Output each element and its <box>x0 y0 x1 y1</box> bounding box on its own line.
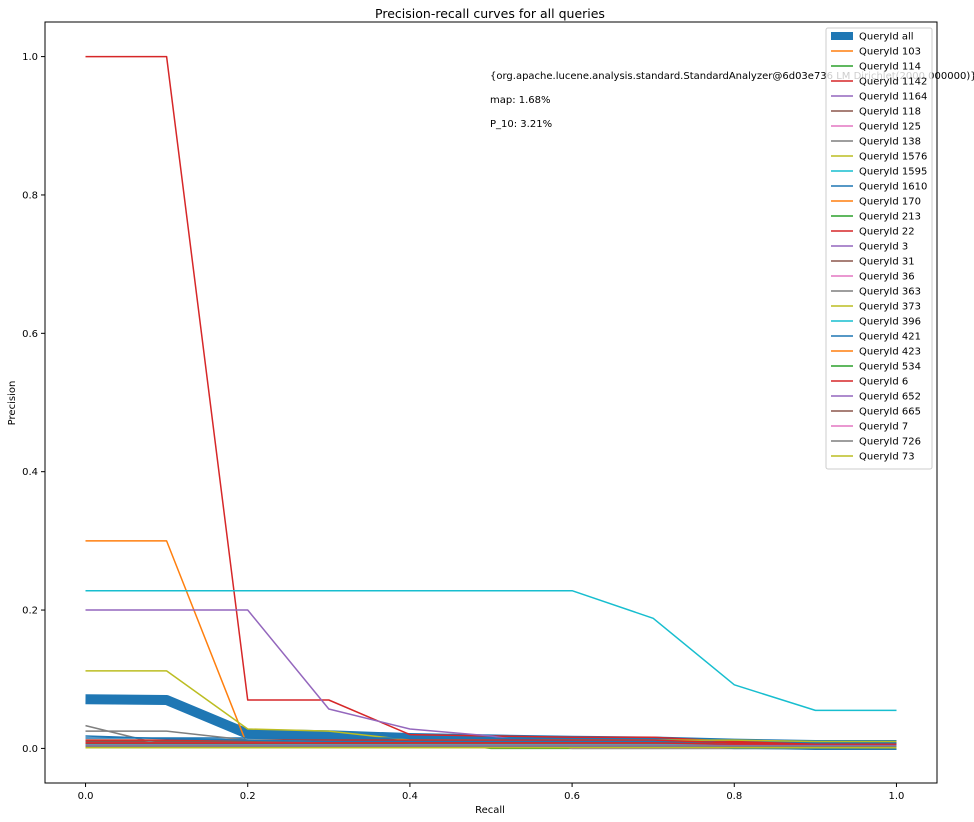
legend-label: QueryId 1164 <box>859 92 927 103</box>
legend-label: QueryId 114 <box>859 62 921 73</box>
legend-label: QueryId 138 <box>859 137 921 148</box>
legend-label: QueryId 22 <box>859 227 915 238</box>
legend-label: QueryId 118 <box>859 107 921 118</box>
series-lines <box>85 55 897 750</box>
annotation-map: map: 1.68% <box>490 95 551 106</box>
legend-label: QueryId 421 <box>859 332 921 343</box>
legend-label: QueryId 1142 <box>859 77 927 88</box>
x-tick-label: 0.6 <box>564 791 580 802</box>
legend-label: QueryId 1595 <box>859 167 927 178</box>
legend-label: QueryId 1576 <box>859 152 927 163</box>
chart-title: Precision-recall curves for all queries <box>375 6 605 21</box>
y-tick-label: 0.0 <box>22 744 38 755</box>
y-tick-label: 0.2 <box>22 606 38 617</box>
legend-label: QueryId 170 <box>859 197 921 208</box>
legend-label: QueryId 213 <box>859 212 921 223</box>
legend-label: QueryId 7 <box>859 422 908 433</box>
series-line-queryid-6 <box>85 742 897 746</box>
legend-label: QueryId 423 <box>859 347 921 358</box>
x-tick-label: 1.0 <box>889 791 905 802</box>
legend-label: QueryId 6 <box>859 377 908 388</box>
legend: QueryId all QueryId 103 QueryId 114 QueryId… <box>825 27 933 470</box>
legend-label: QueryId 125 <box>859 122 921 133</box>
legend-label: QueryId 103 <box>859 47 921 58</box>
legend-label: QueryId 31 <box>859 257 915 268</box>
legend-label: QueryId 36 <box>859 272 915 283</box>
legend-label: QueryId 3 <box>859 242 908 253</box>
legend-label: QueryId 652 <box>859 392 921 403</box>
legend-label: QueryId 665 <box>859 407 921 418</box>
legend-label: QueryId 373 <box>859 302 921 313</box>
x-tick-label: 0.2 <box>240 791 256 802</box>
y-axis-label: Precision <box>7 381 18 426</box>
axis-ticks: 0.0 0.2 0.4 0.6 0.8 1.0 0.0 0.2 0.4 0.6 0.8 1.0 <box>22 52 904 802</box>
x-tick-label: 0.8 <box>726 791 742 802</box>
legend-label: QueryId 534 <box>859 362 921 373</box>
y-tick-label: 1.0 <box>22 52 38 63</box>
series-line-queryid-1595 <box>85 589 897 712</box>
legend-label: QueryId 73 <box>859 452 915 463</box>
legend-label: QueryId 363 <box>859 287 921 298</box>
plot-frame <box>44 21 938 784</box>
y-tick-label: 0.6 <box>22 329 38 340</box>
y-tick-label: 0.8 <box>22 190 38 201</box>
y-tick-label: 0.4 <box>22 467 38 478</box>
x-axis-label: Recall <box>475 805 505 816</box>
annotation-analyzer: {org.apache.lucene.analysis.standard.Sta… <box>490 71 974 82</box>
x-tick-label: 0.0 <box>78 791 94 802</box>
legend-label: QueryId 1610 <box>859 182 927 193</box>
annotations: {org.apache.lucene.analysis.standard.Sta… <box>490 71 974 130</box>
annotation-p10: P_10: 3.21% <box>490 119 552 130</box>
legend-label: QueryId all <box>859 32 914 43</box>
legend-box <box>825 27 933 470</box>
legend-label: QueryId 726 <box>859 437 921 448</box>
x-tick-label: 0.4 <box>402 791 418 802</box>
legend-label: QueryId 396 <box>859 317 921 328</box>
